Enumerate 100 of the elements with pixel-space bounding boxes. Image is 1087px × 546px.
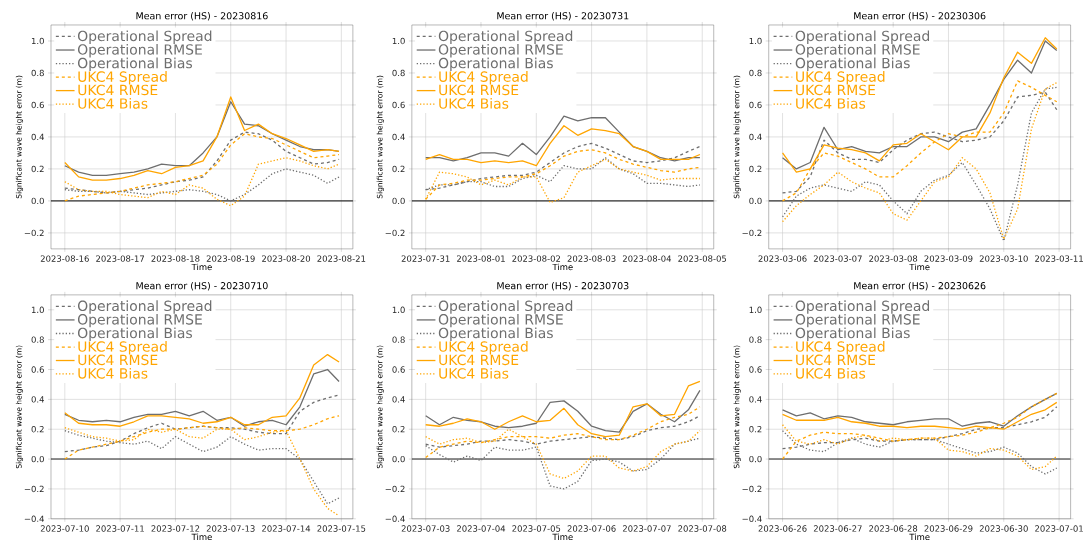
legend-label: UKC4 Spread <box>78 341 167 355</box>
x-tick-label: 2023-07-01 <box>1035 525 1083 532</box>
x-axis-title: Time <box>552 533 573 541</box>
x-tick-label: 2023-08-04 <box>622 255 672 262</box>
x-tick-label: 2023-03-06 <box>758 255 807 262</box>
y-tick-label: 0.4 <box>31 396 44 403</box>
y-tick-label: 0.8 <box>749 69 762 77</box>
y-tick-label: 0.4 <box>392 396 405 403</box>
legend-label: UKC4 RMSE <box>796 84 876 96</box>
x-tick-label: 2023-07-08 <box>678 525 727 532</box>
legend-label: UKC4 Bias <box>439 368 509 379</box>
chart-title: Mean error (HS) - 20230626 <box>854 282 986 291</box>
x-tick-label: 2023-08-02 <box>512 255 561 262</box>
x-tick-label: 2023-07-31 <box>401 255 450 262</box>
legend-label: Operational RMSE <box>438 44 563 58</box>
legend-label: Operational Bias <box>795 327 910 342</box>
y-tick-label: 1.0 <box>31 37 44 45</box>
x-tick-label: 2023-06-26 <box>758 525 807 532</box>
legend-label: Operational Spread <box>438 30 573 45</box>
legend-label: UKC4 RMSE <box>439 84 519 96</box>
legend-label: UKC4 Bias <box>78 98 148 109</box>
y-tick-label: 0.6 <box>392 366 405 373</box>
y-tick-label: 0.6 <box>749 366 762 373</box>
y-tick-label: 0.6 <box>31 366 44 373</box>
x-tick-label: 2023-07-11 <box>96 525 144 532</box>
x-tick-label: 2023-06-27 <box>813 525 862 532</box>
y-tick-label: 0.0 <box>749 455 762 463</box>
y-tick-label: 0.0 <box>392 197 405 205</box>
x-tick-label: 2023-03-09 <box>924 255 973 262</box>
y-tick-label: 1.0 <box>392 37 405 45</box>
legend-label: UKC4 RMSE <box>78 354 158 366</box>
legend-label: Operational Spread <box>77 300 212 314</box>
y-tick-label: 0.2 <box>392 426 405 433</box>
y-tick-label: 0.8 <box>31 69 44 77</box>
legend-label: Operational Bias <box>438 57 553 72</box>
legend-label: Operational RMSE <box>438 313 563 328</box>
legend-label: Operational Bias <box>77 57 193 72</box>
legend-label: UKC4 RMSE <box>78 84 158 96</box>
x-tick-label: 2023-08-16 <box>40 255 89 262</box>
y-tick-label: −0.2 <box>24 485 44 493</box>
legend-label: Operational Bias <box>77 327 193 342</box>
y-tick-label: −0.2 <box>24 229 44 237</box>
x-tick-label: 2023-07-03 <box>401 525 450 532</box>
x-tick-label: 2023-08-20 <box>262 255 311 262</box>
chart-title: Mean error (HS) - 20230731 <box>497 12 629 21</box>
y-tick-label: 0.4 <box>749 133 762 141</box>
y-tick-label: 0.4 <box>31 133 44 141</box>
x-tick-label: 2023-08-05 <box>678 255 727 262</box>
y-tick-label: −0.4 <box>24 515 44 523</box>
legend-label: Operational RMSE <box>795 44 920 58</box>
y-tick-label: 0.6 <box>31 101 44 109</box>
x-tick-label: 2023-07-10 <box>40 525 89 532</box>
legend-label: UKC4 RMSE <box>439 354 519 366</box>
legend-label: Operational Spread <box>795 300 930 314</box>
legend-label: Operational RMSE <box>795 313 920 328</box>
x-axis-title: Time <box>191 263 212 271</box>
x-tick-label: 2023-08-19 <box>206 255 255 262</box>
legend-label: UKC4 Spread <box>796 341 885 355</box>
y-tick-label: 0.6 <box>749 101 762 109</box>
y-tick-label: −0.2 <box>742 229 762 237</box>
x-tick-label: 2023-07-15 <box>317 525 366 532</box>
x-tick-label: 2023-06-28 <box>869 525 918 532</box>
y-tick-label: 0.2 <box>31 426 44 433</box>
x-tick-label: 2023-03-10 <box>979 255 1028 262</box>
y-tick-label: 0.0 <box>31 455 44 463</box>
x-tick-label: 2023-07-06 <box>567 525 616 532</box>
y-tick-label: −0.2 <box>385 229 405 237</box>
y-tick-label: 1.0 <box>749 306 762 314</box>
y-tick-label: 1.0 <box>749 37 762 45</box>
x-tick-label: 2023-07-05 <box>512 525 561 532</box>
x-tick-label: 2023-08-17 <box>96 255 144 262</box>
legend-label: UKC4 Bias <box>439 98 509 109</box>
legend-label: Operational Bias <box>438 327 553 342</box>
y-tick-label: −0.2 <box>385 485 405 493</box>
legend-label: Operational RMSE <box>77 44 202 58</box>
y-tick-label: 0.2 <box>392 165 405 173</box>
legend-label: Operational RMSE <box>77 313 202 328</box>
x-axis-title: Time <box>909 533 930 541</box>
y-tick-label: −0.4 <box>385 515 405 523</box>
legend-label: UKC4 Bias <box>78 368 148 379</box>
y-tick-label: 0.4 <box>749 396 762 403</box>
x-axis-title: Time <box>909 263 930 271</box>
x-tick-label: 2023-08-18 <box>151 255 200 262</box>
y-tick-label: 0.2 <box>749 426 762 433</box>
x-tick-label: 2023-07-12 <box>151 525 200 532</box>
y-tick-label: 0.0 <box>392 455 405 463</box>
x-tick-label: 2023-07-14 <box>262 525 311 532</box>
legend-label: UKC4 RMSE <box>796 354 876 366</box>
legend-label: Operational Spread <box>77 30 212 45</box>
x-tick-label: 2023-08-21 <box>317 255 366 262</box>
y-tick-label: 0.8 <box>392 336 405 343</box>
x-tick-label: 2023-08-03 <box>567 255 616 262</box>
legend-label: UKC4 Bias <box>796 98 866 109</box>
y-tick-label: 0.0 <box>31 197 44 205</box>
x-tick-label: 2023-07-13 <box>206 525 255 532</box>
x-axis-title: Time <box>552 263 573 271</box>
x-tick-label: 2023-03-08 <box>869 255 918 262</box>
x-tick-label: 2023-06-30 <box>979 525 1028 532</box>
y-tick-label: 0.6 <box>392 101 405 109</box>
legend-label: Operational Spread <box>795 30 930 45</box>
